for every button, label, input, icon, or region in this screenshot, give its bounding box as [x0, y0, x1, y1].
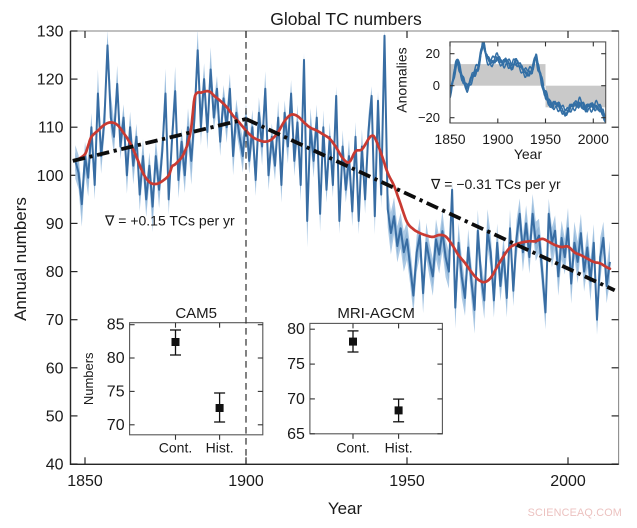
svg-text:2000: 2000: [578, 131, 609, 147]
svg-text:SCIENCEAQ.COM: SCIENCEAQ.COM: [528, 507, 622, 519]
svg-text:85: 85: [107, 317, 125, 334]
svg-text:Cont.: Cont.: [336, 440, 369, 456]
svg-text:80: 80: [46, 264, 64, 281]
svg-text:70: 70: [107, 417, 125, 434]
svg-text:CAM5: CAM5: [175, 305, 217, 322]
svg-text:1850: 1850: [434, 131, 465, 147]
svg-text:1950: 1950: [389, 473, 425, 490]
svg-text:90: 90: [46, 216, 64, 233]
svg-text:Cont.: Cont.: [159, 440, 192, 456]
svg-text:Global TC numbers: Global TC numbers: [270, 9, 422, 29]
svg-text:70: 70: [46, 312, 64, 329]
svg-text:∇ = +0.15 TCs per yr: ∇ = +0.15 TCs per yr: [104, 213, 235, 229]
svg-text:MRI-AGCM: MRI-AGCM: [337, 305, 415, 322]
svg-text:65: 65: [287, 426, 305, 443]
svg-text:70: 70: [287, 391, 305, 408]
svg-text:2000: 2000: [550, 473, 586, 490]
svg-text:40: 40: [46, 457, 64, 474]
svg-text:Annual numbers: Annual numbers: [11, 197, 30, 321]
svg-text:75: 75: [287, 356, 305, 373]
svg-text:60: 60: [46, 360, 64, 377]
svg-text:1900: 1900: [482, 131, 513, 147]
svg-text:Year: Year: [514, 146, 543, 162]
svg-text:50: 50: [46, 408, 64, 425]
svg-text:80: 80: [287, 321, 305, 338]
svg-text:1950: 1950: [530, 131, 561, 147]
svg-text:Year: Year: [328, 499, 363, 518]
svg-text:Hist.: Hist.: [385, 440, 413, 456]
svg-text:130: 130: [37, 24, 64, 41]
svg-text:100: 100: [37, 168, 64, 185]
svg-text:1850: 1850: [67, 473, 103, 490]
svg-text:80: 80: [107, 350, 125, 367]
svg-text:20: 20: [426, 46, 440, 61]
svg-text:75: 75: [107, 383, 125, 400]
svg-text:Numbers: Numbers: [81, 352, 96, 405]
svg-text:∇ = −0.31 TCs per yr: ∇ = −0.31 TCs per yr: [430, 176, 561, 192]
svg-text:0: 0: [433, 78, 440, 93]
svg-text:1900: 1900: [228, 473, 264, 490]
svg-text:Hist.: Hist.: [206, 440, 234, 456]
svg-text:Anomalies: Anomalies: [394, 47, 410, 112]
svg-text:110: 110: [38, 120, 64, 137]
svg-text:−20: −20: [418, 110, 440, 125]
svg-text:120: 120: [37, 72, 64, 89]
